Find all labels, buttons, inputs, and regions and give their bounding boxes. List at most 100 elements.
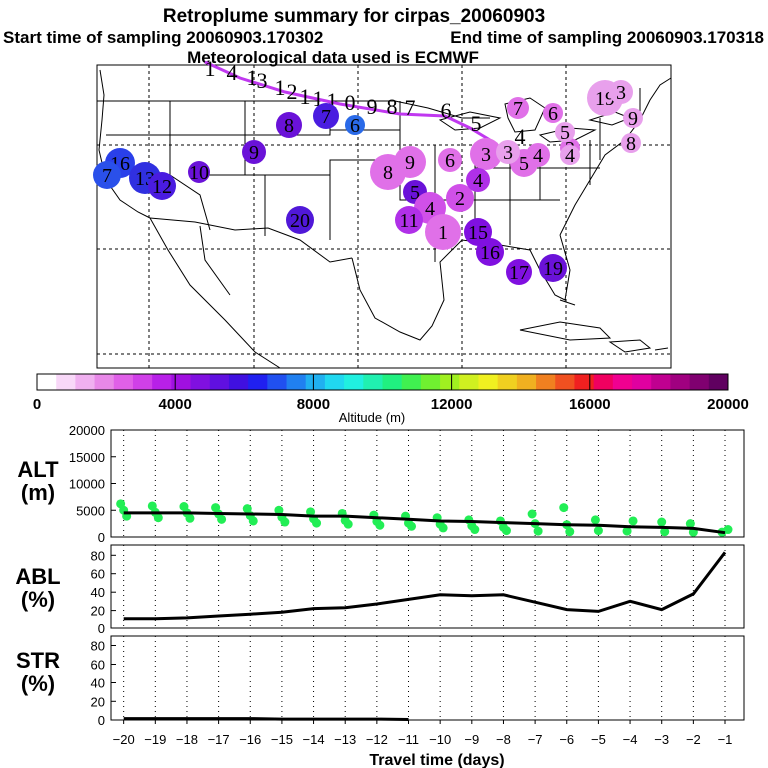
cluster-label: 4 [565, 145, 575, 167]
colorbar-segment [708, 374, 729, 390]
colorbar-segment [555, 374, 575, 390]
colorbar-tick-label: 16000 [569, 396, 611, 413]
altitude-point [280, 517, 290, 527]
altitude-point [470, 525, 480, 535]
cluster-label: 3 [616, 82, 626, 104]
x-tick-label: −16 [239, 732, 261, 747]
altitude-colorbar: 0 4000 8000 12000 16000 20000 Altitude (m) [33, 373, 749, 425]
y-tick-label: 60 [91, 658, 105, 673]
cluster-label: 4 [473, 170, 483, 192]
plume-label: 1 [247, 65, 258, 90]
panel-alt: 20000 15000 10000 5000 0 ALT(m) [17, 423, 745, 545]
cluster-label: 3 [481, 144, 491, 166]
colorbar-segment [382, 374, 403, 390]
cluster-dot [446, 184, 474, 212]
colorbar-segment [209, 374, 230, 390]
y-tick-label: 20 [91, 694, 105, 709]
plume-label: 9 [367, 94, 378, 119]
cluster-label: 9 [628, 108, 638, 130]
plume-trajectory [204, 60, 491, 142]
cluster-dot [148, 172, 176, 200]
colorbar-tick-label: 4000 [159, 396, 192, 413]
x-tick-label: −6 [559, 732, 574, 747]
plume-label: 6 [441, 98, 452, 123]
cluster-dot [543, 103, 563, 123]
cluster-label: 4 [533, 145, 543, 167]
altitude-point [565, 527, 575, 537]
x-tick-label: −19 [144, 732, 166, 747]
y-tick-label: 60 [91, 567, 105, 582]
colorbar-segment [612, 374, 633, 390]
x-tick-label: −2 [686, 732, 701, 747]
plume-label: 1 [205, 56, 216, 81]
cluster-label: 9 [249, 142, 259, 164]
plume-label: 2 [287, 79, 298, 104]
altitude-point [685, 519, 695, 529]
colorbar-segment [228, 374, 249, 390]
altitude-point [559, 503, 569, 513]
cluster-dot [507, 97, 529, 119]
cluster-dot [438, 148, 462, 172]
y-axis-unit: (m) [21, 480, 55, 505]
colorbar-segment [94, 374, 115, 390]
colorbar-segment [440, 374, 460, 390]
colorbar-segment [670, 374, 691, 390]
cluster-dot [276, 112, 302, 138]
colorbar-segment [171, 374, 192, 390]
cluster-dot [466, 168, 490, 192]
colorbar-segment [190, 374, 211, 390]
colorbar-segment [651, 374, 671, 390]
cluster-label: 5 [560, 122, 570, 144]
cluster-dot [623, 108, 643, 128]
cluster-dot [470, 138, 502, 170]
cluster-label: 4 [425, 198, 435, 220]
colorbar-segment [37, 374, 57, 390]
plume-label: 0 [345, 90, 356, 115]
altitude-point [533, 526, 543, 536]
altitude-point [185, 513, 195, 523]
altitude-point [593, 526, 603, 536]
colorbar-segment [632, 374, 652, 390]
y-tick-label: 0 [98, 713, 105, 728]
altitude-point [628, 516, 638, 526]
cluster-label: 8 [626, 133, 636, 155]
colorbar-segment [593, 374, 614, 390]
altitude-point [312, 518, 322, 528]
altitude-point [622, 526, 632, 536]
plume-label: 1 [300, 84, 311, 109]
cluster-label: 7 [102, 165, 112, 187]
x-tick-label: −4 [623, 732, 638, 747]
altitude-point [438, 523, 448, 533]
series-line [123, 551, 727, 621]
cluster-label: 10 [189, 162, 209, 184]
plume-label: 7 [405, 95, 416, 120]
altitude-point [306, 507, 316, 517]
cluster-dot [506, 259, 532, 285]
colorbar-segment [536, 374, 556, 390]
cluster-label: 7 [513, 98, 523, 120]
colorbar-tick-label: 12000 [431, 396, 473, 413]
cluster-label: 7 [321, 106, 331, 128]
series-line [123, 717, 409, 721]
cluster-dot [539, 254, 567, 282]
colorbar-tick-label: 20000 [707, 396, 749, 413]
cluster-label: 5 [519, 153, 529, 175]
y-tick-label: 80 [91, 548, 105, 563]
cluster-dot [395, 206, 423, 234]
altitude-clusters: 8769102016713128963245411115161719765421… [93, 80, 643, 285]
x-tick-label: −20 [113, 732, 135, 747]
x-tick-label: −13 [334, 732, 356, 747]
y-axis-unit: (%) [21, 587, 55, 612]
cluster-dot [496, 140, 520, 164]
plume-label: 5 [471, 111, 482, 136]
plume-label: 4 [227, 60, 238, 85]
altitude-point [217, 514, 227, 524]
altitude-point [407, 521, 417, 531]
plume-label: 3 [257, 68, 268, 93]
altitude-point [242, 504, 252, 514]
cluster-dot [555, 122, 575, 142]
colorbar-segment [56, 374, 76, 390]
x-tick-label: −18 [176, 732, 198, 747]
